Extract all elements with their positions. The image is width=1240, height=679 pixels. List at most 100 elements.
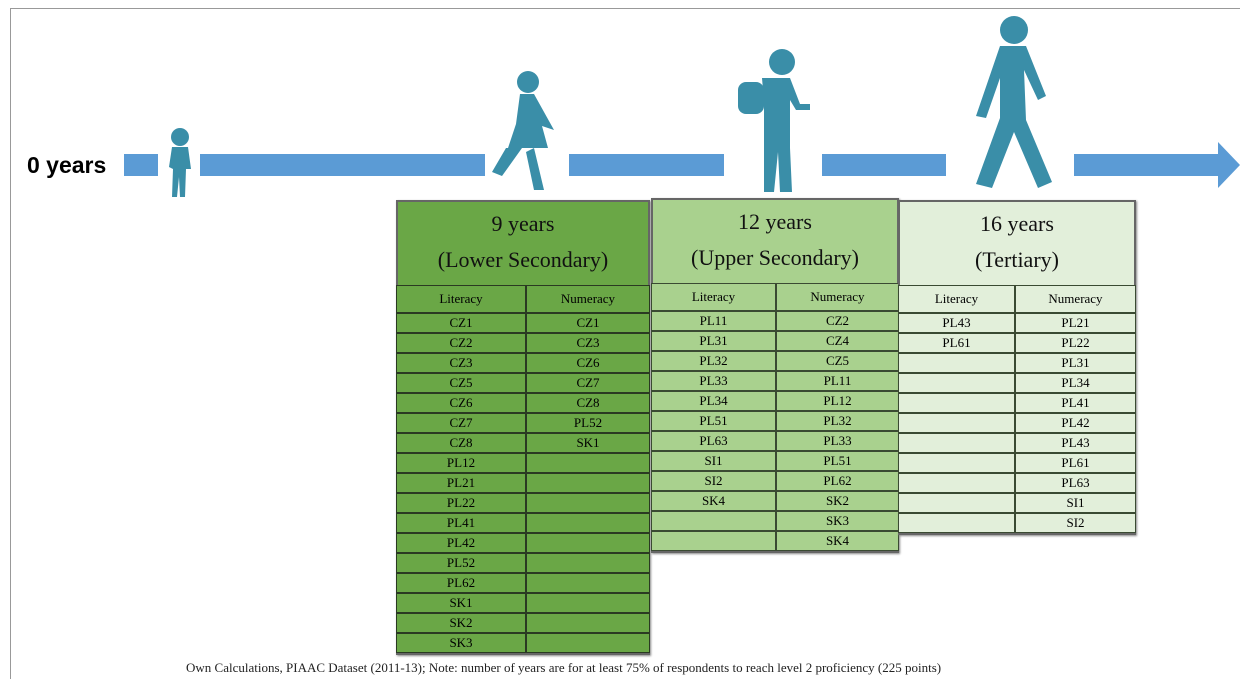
table-cell: CZ3 bbox=[526, 333, 650, 353]
frame-top bbox=[10, 8, 1240, 9]
panel-title: 12 years bbox=[738, 209, 812, 234]
table-cell: SI2 bbox=[1015, 513, 1136, 533]
table-cell: SK4 bbox=[776, 531, 899, 551]
table-cell: PL42 bbox=[1015, 413, 1136, 433]
table-cell: PL61 bbox=[1015, 453, 1136, 473]
table-cell: PL22 bbox=[1015, 333, 1136, 353]
panel-title: (Upper Secondary) bbox=[691, 245, 859, 270]
table-cell: CZ2 bbox=[396, 333, 526, 353]
table-cell: PL52 bbox=[526, 413, 650, 433]
table-cell: SK2 bbox=[776, 491, 899, 511]
empty-cell bbox=[526, 593, 650, 613]
empty-cell bbox=[898, 413, 1015, 433]
empty-cell bbox=[526, 613, 650, 633]
timeline-arrow-head bbox=[1218, 142, 1240, 188]
table-cell: PL33 bbox=[776, 431, 899, 451]
timeline-start-label: 0 years bbox=[27, 152, 107, 178]
table-cell: CZ8 bbox=[526, 393, 650, 413]
table-cell: PL31 bbox=[1015, 353, 1136, 373]
table-cell: SK3 bbox=[396, 633, 526, 653]
panel-title: (Tertiary) bbox=[975, 247, 1059, 272]
table-cell: CZ7 bbox=[526, 373, 650, 393]
table-cell: PL33 bbox=[651, 371, 776, 391]
table-cell: CZ8 bbox=[396, 433, 526, 453]
column-header: Literacy bbox=[651, 283, 776, 311]
table-cell: CZ2 bbox=[776, 311, 899, 331]
table-cell: CZ5 bbox=[776, 351, 899, 371]
empty-cell bbox=[526, 553, 650, 573]
table-cell: PL41 bbox=[1015, 393, 1136, 413]
table-cell: PL61 bbox=[898, 333, 1015, 353]
table-cell: PL51 bbox=[776, 451, 899, 471]
column-header: Literacy bbox=[898, 285, 1015, 313]
empty-cell bbox=[651, 511, 776, 531]
table-cell: PL12 bbox=[776, 391, 899, 411]
table-cell: PL32 bbox=[776, 411, 899, 431]
silhouette-toddler bbox=[169, 128, 191, 197]
empty-cell bbox=[898, 513, 1015, 533]
empty-cell bbox=[651, 531, 776, 551]
table-cell: CZ1 bbox=[526, 313, 650, 333]
panel-title: 9 years bbox=[491, 211, 555, 236]
empty-cell bbox=[898, 453, 1015, 473]
empty-cell bbox=[526, 533, 650, 553]
table-cell: PL41 bbox=[396, 513, 526, 533]
table-cell: PL62 bbox=[396, 573, 526, 593]
table-cell: SK1 bbox=[396, 593, 526, 613]
column-header: Numeracy bbox=[776, 283, 899, 311]
table-cell: PL63 bbox=[651, 431, 776, 451]
table-cell: PL21 bbox=[396, 473, 526, 493]
empty-cell bbox=[898, 473, 1015, 493]
table-cell: PL22 bbox=[396, 493, 526, 513]
table-cell: CZ4 bbox=[776, 331, 899, 351]
silhouette-girl bbox=[492, 71, 554, 190]
table-cell: CZ6 bbox=[526, 353, 650, 373]
table-cell: PL31 bbox=[651, 331, 776, 351]
table-cell: CZ5 bbox=[396, 373, 526, 393]
table-cell: PL11 bbox=[776, 371, 899, 391]
empty-cell bbox=[526, 473, 650, 493]
column-header: Numeracy bbox=[1015, 285, 1136, 313]
table-cell: CZ3 bbox=[396, 353, 526, 373]
timeline bbox=[124, 12, 1240, 204]
table-cell: PL51 bbox=[651, 411, 776, 431]
empty-cell bbox=[526, 573, 650, 593]
table-cell: CZ6 bbox=[396, 393, 526, 413]
table-cell: SI1 bbox=[651, 451, 776, 471]
table-cell: SI1 bbox=[1015, 493, 1136, 513]
silhouette-adult bbox=[976, 16, 1052, 188]
empty-cell bbox=[526, 633, 650, 653]
table-cell: SK2 bbox=[396, 613, 526, 633]
table-cell: SK4 bbox=[651, 491, 776, 511]
empty-cell bbox=[898, 393, 1015, 413]
column-header: Numeracy bbox=[526, 285, 650, 313]
table-cell: PL12 bbox=[396, 453, 526, 473]
frame-left bbox=[10, 8, 11, 679]
table-cell: PL34 bbox=[1015, 373, 1136, 393]
empty-cell bbox=[526, 493, 650, 513]
panel-title: 16 years bbox=[980, 211, 1054, 236]
table-cell: SK1 bbox=[526, 433, 650, 453]
empty-cell bbox=[898, 353, 1015, 373]
column-header: Literacy bbox=[396, 285, 526, 313]
table-cell: PL21 bbox=[1015, 313, 1136, 333]
table-cell: SI2 bbox=[651, 471, 776, 491]
footer-note: Own Calculations, PIAAC Dataset (2011-13… bbox=[186, 660, 942, 675]
empty-cell bbox=[526, 513, 650, 533]
table-cell: PL52 bbox=[396, 553, 526, 573]
table-cell: PL32 bbox=[651, 351, 776, 371]
empty-cell bbox=[526, 453, 650, 473]
table-cell: PL34 bbox=[651, 391, 776, 411]
table-cell: CZ7 bbox=[396, 413, 526, 433]
table-cell: PL62 bbox=[776, 471, 899, 491]
empty-cell bbox=[898, 493, 1015, 513]
panel-title: (Lower Secondary) bbox=[437, 247, 609, 272]
silhouette-teen bbox=[738, 49, 810, 192]
table-cell: SK3 bbox=[776, 511, 899, 531]
table-cell: PL43 bbox=[898, 313, 1015, 333]
table-cell: PL11 bbox=[651, 311, 776, 331]
table-cell: PL43 bbox=[1015, 433, 1136, 453]
table-cell: CZ1 bbox=[396, 313, 526, 333]
empty-cell bbox=[898, 433, 1015, 453]
